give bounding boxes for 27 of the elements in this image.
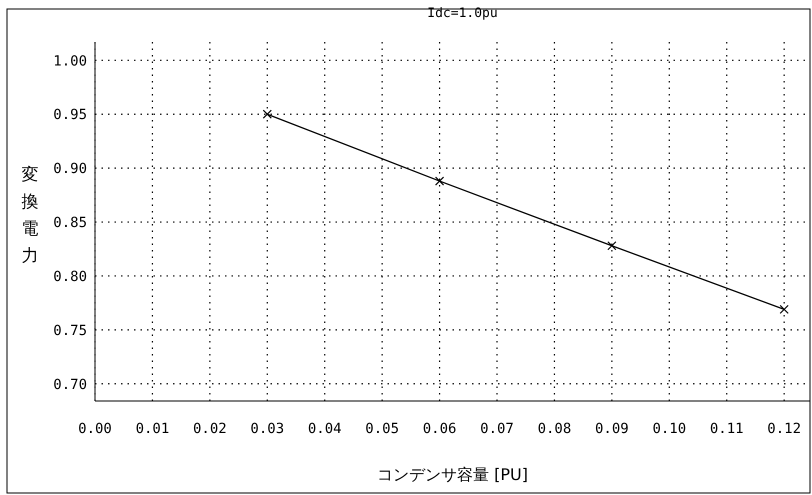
x-tick-label: 0.01 (136, 421, 170, 437)
x-tick-label: 0.07 (480, 421, 514, 437)
x-tick-label: 0.10 (652, 421, 686, 437)
point (262, 110, 272, 119)
x-tick-label: 0.11 (710, 421, 744, 437)
point (434, 176, 444, 186)
x-tick-label: 0.04 (308, 421, 342, 437)
x-tick-label: 0.08 (538, 421, 572, 437)
y-tick-label: 0.75 (53, 322, 87, 339)
x-tick-label: 0.00 (78, 421, 112, 437)
point (780, 304, 789, 314)
x-tick-label: 0.03 (250, 421, 284, 437)
x-tick-label: 0.05 (365, 421, 400, 437)
y-tick-label: 0.70 (53, 376, 87, 393)
x-tick-label: 0.02 (193, 421, 227, 437)
x-tick-label: 0.06 (422, 421, 456, 437)
x-tick-label: 0.12 (767, 421, 802, 437)
x-axis-title: コンデンサ容量 [PU] (377, 465, 528, 484)
x-tick-label: 0.09 (595, 421, 629, 437)
y-tick-label: 0.85 (53, 215, 87, 232)
point (607, 241, 616, 250)
y-tick-label: 0.80 (53, 268, 87, 285)
y-tick-label: 0.95 (53, 107, 87, 124)
y-tick-label: 1.00 (53, 53, 87, 70)
y-tick-label: 0.90 (53, 161, 87, 178)
chart-title: Idc=1.0pu (427, 6, 498, 21)
y-axis-title: 変換電力 (22, 165, 38, 266)
